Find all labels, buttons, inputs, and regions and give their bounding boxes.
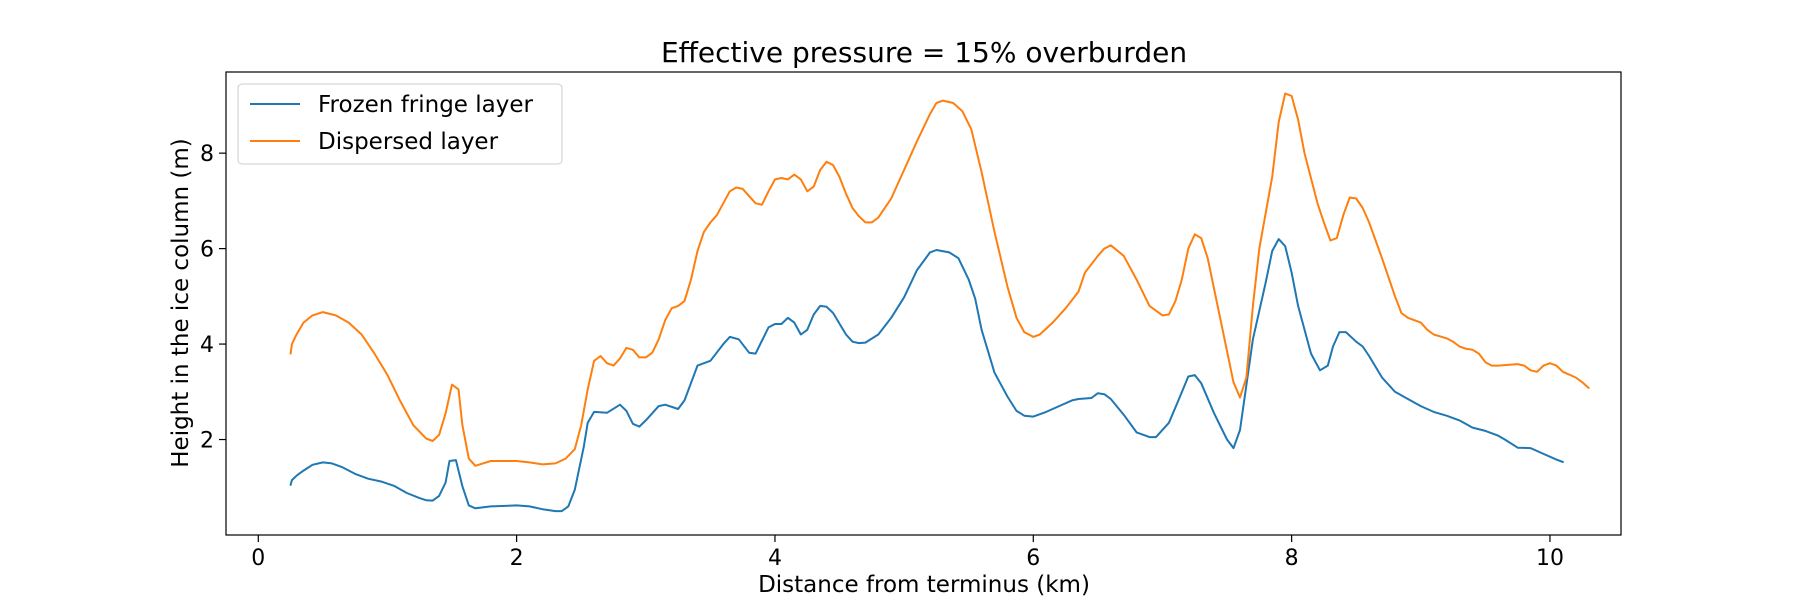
chart-title: Effective pressure = 15% overburden xyxy=(661,36,1187,69)
y-axis-ticks: 2 4 6 8 xyxy=(200,142,226,454)
y-axis-label: Height in the ice column (m) xyxy=(168,138,194,468)
x-tick-label: 10 xyxy=(1536,546,1564,571)
legend-label-dispersed: Dispersed layer xyxy=(318,129,499,155)
legend: Frozen fringe layer Dispersed layer xyxy=(237,83,563,165)
x-tick-label: 0 xyxy=(251,546,265,571)
x-axis-label: Distance from terminus (km) xyxy=(758,572,1090,598)
x-tick-label: 4 xyxy=(768,546,782,571)
series-line-frozen-fringe-layer xyxy=(289,238,1564,513)
series-line-dispersed-layer xyxy=(289,92,1590,467)
x-tick-label: 8 xyxy=(1285,546,1299,571)
legend-box xyxy=(237,83,563,165)
x-tick-label: 2 xyxy=(510,546,524,571)
y-tick-label: 8 xyxy=(200,142,214,167)
y-tick-label: 6 xyxy=(200,238,214,263)
y-tick-label: 4 xyxy=(200,333,214,358)
series-layer xyxy=(289,92,1590,513)
legend-label-frozen-fringe: Frozen fringe layer xyxy=(318,92,534,118)
y-tick-label: 2 xyxy=(200,429,214,454)
x-tick-label: 6 xyxy=(1026,546,1040,571)
x-axis-ticks: 0 2 4 6 8 10 xyxy=(251,535,1564,571)
